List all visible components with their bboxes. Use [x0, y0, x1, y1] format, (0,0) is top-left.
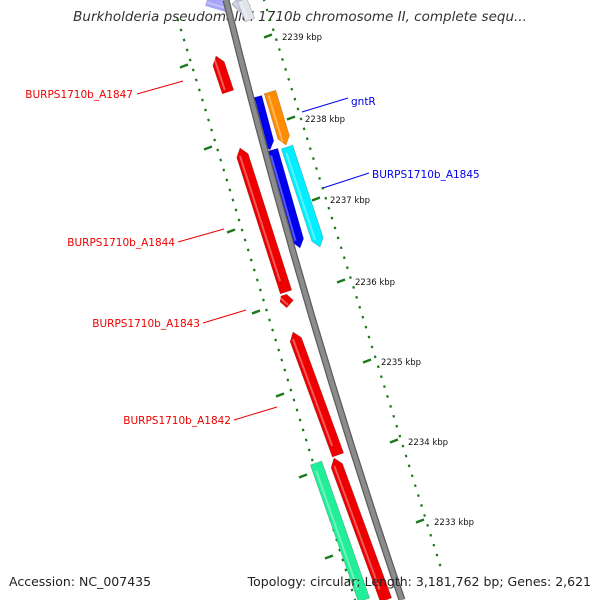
- gene-label: BURPS1710b_A1843: [92, 318, 200, 330]
- gene-burps1710b-a1842: [289, 331, 345, 458]
- tick-label: 2239 kbp: [282, 33, 322, 43]
- tick-label: 2233 kbp: [434, 518, 474, 528]
- label-leader-line: [202, 309, 247, 324]
- gene-label: BURPS1710b_A1842: [123, 415, 231, 427]
- major-tick: [336, 278, 346, 284]
- major-tick: [311, 196, 321, 202]
- gene-reverse-bottom: [330, 457, 393, 600]
- backbone-line-highlight: [223, 0, 405, 600]
- tick-label: 2235 kbp: [381, 358, 421, 368]
- gene-label: BURPS1710b_A1845: [372, 169, 480, 181]
- inner-major-tick: [298, 473, 308, 479]
- tick-label: 2234 kbp: [408, 438, 448, 448]
- accession-text: Accession: NC_007435: [9, 574, 152, 589]
- gene-orange: [263, 89, 290, 146]
- major-tick: [286, 115, 296, 121]
- inner-major-tick: [203, 145, 213, 151]
- backbone-line: [222, 0, 406, 600]
- gene-burps1710b-a1844: [236, 147, 293, 295]
- gene-burps1710b-a1847: [212, 55, 235, 95]
- label-leader-line: [136, 80, 184, 95]
- major-tick: [362, 358, 372, 364]
- backbone: [222, 0, 406, 600]
- sequence-title: Burkholderia pseudomallei 1710b chromoso…: [73, 9, 527, 25]
- label-leader-line: [301, 97, 349, 113]
- gene-label: BURPS1710b_A1847: [25, 89, 133, 101]
- inner-major-tick: [251, 309, 261, 315]
- gene-label: gntR: [351, 96, 376, 108]
- tick-marks: [176, 0, 442, 600]
- inner-major-tick: [275, 392, 285, 398]
- gene-labels: gntR BURPS1710b_A1845 BURPS1710b_A1847 BURP…: [25, 80, 480, 427]
- major-tick: [389, 438, 399, 444]
- tick-label: 2238 kbp: [305, 115, 345, 125]
- gene-label: BURPS1710b_A1844: [67, 237, 175, 249]
- tick-label: 2237 kbp: [330, 196, 370, 206]
- label-leader-line: [233, 406, 278, 421]
- gene-features: [204, 0, 393, 600]
- inner-major-tick: [179, 63, 189, 69]
- tick-labels: 2239 kbp 2238 kbp 2237 kbp 2236 kbp 2235 kbp…: [282, 33, 474, 528]
- major-tick: [415, 518, 425, 524]
- genome-summary-text: Topology: circular; Length: 3,181,762 bp…: [247, 574, 591, 589]
- label-leader-line: [322, 172, 370, 189]
- gene-burps1710b-a1845: [280, 144, 324, 248]
- major-tick: [263, 33, 273, 39]
- outer-tick-track: [262, 0, 442, 567]
- gene-green-bottom: [309, 460, 371, 600]
- faded-gene-top-2: [236, 0, 256, 23]
- inner-major-tick: [324, 554, 334, 560]
- label-leader-line: [177, 228, 225, 243]
- gene-burps1710b-a1843: [279, 293, 294, 309]
- tick-label: 2236 kbp: [355, 278, 395, 288]
- inner-major-tick: [226, 228, 236, 234]
